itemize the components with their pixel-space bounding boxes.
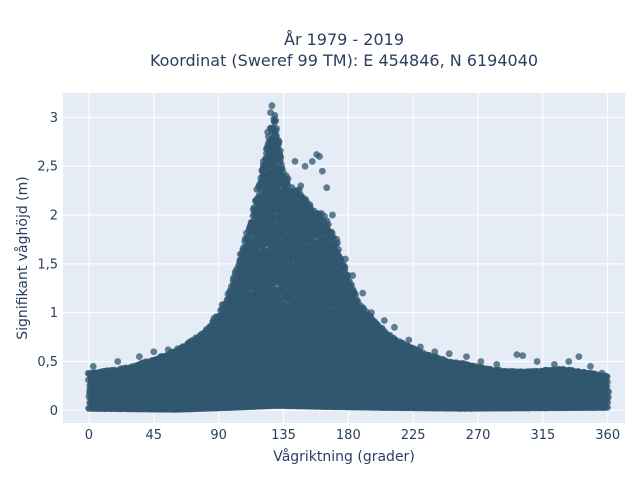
data-point [341,263,349,271]
chart-title-line-2: Koordinat (Sweref 99 TM): E 454846, N 61… [150,51,538,70]
chart-title-line-1: År 1979 - 2019 [284,30,404,49]
data-point [335,246,342,253]
data-point [276,151,284,159]
data-point [324,220,332,228]
data-point [273,125,280,132]
data-point [278,161,285,169]
data-points [84,102,612,413]
data-point [348,281,355,289]
data-point [306,201,314,209]
